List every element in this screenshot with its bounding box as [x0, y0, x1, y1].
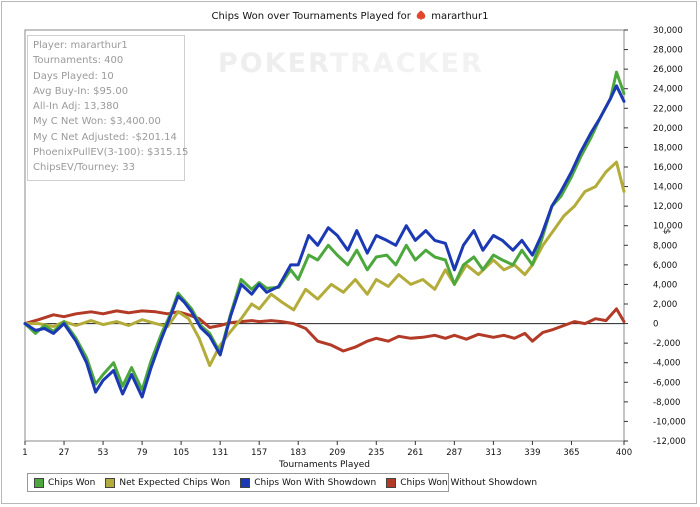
- y-tick-label: 10,000: [653, 222, 683, 232]
- y-tick-label: 30,000: [653, 26, 683, 36]
- pokertracker-logo-icon: [416, 10, 426, 20]
- x-tick-label: 365: [563, 448, 579, 458]
- stat-line: My C Net Won: $3,400.00: [33, 116, 161, 128]
- stat-line: All-In Adj: 13,380: [33, 101, 119, 113]
- y-tick-label: -2,000: [653, 339, 680, 349]
- y-tick-label: 26,000: [653, 65, 683, 75]
- x-tick-label: 27: [59, 448, 70, 458]
- y-tick-label: 16,000: [653, 163, 683, 173]
- y-tick-label: 0: [653, 320, 658, 330]
- y-tick-label: 28,000: [653, 46, 683, 56]
- stat-line: Player: mararthur1: [33, 40, 128, 51]
- x-tick-label: 313: [485, 448, 501, 458]
- chart-legend: Chips Won Net Expected Chips Won Chips W…: [27, 473, 537, 492]
- series-line-chips-won: [23, 70, 626, 392]
- series-line-chips-won-without-showdown: [23, 307, 626, 353]
- legend-item-net-expected[interactable]: Net Expected Chips Won: [105, 477, 231, 488]
- stat-line: Days Played: 10: [33, 70, 114, 82]
- legend-item-without-showdown[interactable]: Chips Won Without Showdown: [386, 477, 538, 488]
- x-tick-label: 183: [290, 448, 306, 458]
- legend-label: Chips Won Without Showdown: [400, 477, 538, 488]
- y-tick-label: 18,000: [653, 143, 683, 153]
- x-axis-label: Tournaments Played: [278, 460, 370, 470]
- x-tick-label: 1: [22, 448, 27, 458]
- y-tick-label: 4,000: [653, 280, 677, 290]
- stat-line: Avg Buy-In: $95.00: [33, 85, 129, 97]
- plot-area-border: [24, 29, 625, 442]
- y-tick-label: 8,000: [653, 241, 677, 251]
- stat-line: My C Net Adjusted: -$201.14: [33, 131, 177, 143]
- legend-item-chips-won[interactable]: Chips Won: [34, 477, 96, 488]
- series-line-chips-won-with-showdown: [23, 84, 626, 399]
- stats-box: Player: mararthur1 Tournaments: 400 Days…: [27, 35, 189, 181]
- x-tick-label: 235: [368, 448, 384, 458]
- legend-swatch: [386, 477, 397, 488]
- y-tick-label: -12,000: [653, 437, 686, 447]
- legend-swatch: [105, 477, 116, 488]
- x-tick-label: 400: [616, 448, 632, 458]
- legend-label: Chips Won With Showdown: [254, 477, 377, 488]
- x-tick-label: 261: [407, 448, 423, 458]
- stat-line: Tournaments: 400: [33, 55, 124, 67]
- x-tick-label: 339: [524, 448, 540, 458]
- y-axis-label: $: [661, 229, 671, 235]
- y-tick-label: -6,000: [653, 378, 680, 388]
- y-tick-label: 20,000: [653, 124, 683, 134]
- legend-swatch: [240, 477, 251, 488]
- chart-title: Chips Won over Tournaments Played for ma…: [0, 10, 700, 22]
- chart-title-text: Chips Won over Tournaments Played for: [211, 11, 411, 22]
- legend-label: Chips Won: [48, 477, 96, 488]
- watermark-left: POKER: [218, 48, 330, 79]
- y-tick-label: 2,000: [653, 300, 677, 310]
- y-tick-label: -10,000: [653, 417, 686, 427]
- chart-title-player: mararthur1: [431, 11, 489, 22]
- stat-line: ChipsEV/Tourney: 33: [33, 162, 135, 174]
- stat-line: PhoenixPullEV(3-100): $315.15: [33, 147, 189, 159]
- y-tick-label: 6,000: [653, 261, 677, 271]
- x-tick-label: 131: [212, 448, 228, 458]
- chart-plot: -12,000 -10,000 -8,000 -6,000 -4,000 -2,000 0 2…: [22, 26, 686, 470]
- y-tick-label: -4,000: [653, 359, 680, 369]
- x-tick-label: 79: [137, 448, 148, 458]
- legend-item-with-showdown[interactable]: Chips Won With Showdown: [240, 477, 377, 488]
- y-tick-label: -8,000: [653, 398, 680, 408]
- legend-swatch: [34, 477, 44, 488]
- y-tick-label: 14,000: [653, 183, 683, 193]
- legend-label: Net Expected Chips Won: [119, 477, 231, 488]
- watermark-right: TRACKER: [329, 48, 484, 79]
- x-tick-label: 157: [251, 448, 267, 458]
- x-tick-label: 209: [329, 448, 345, 458]
- y-tick-label: 22,000: [653, 104, 683, 114]
- pokertracker-watermark: POKERTRACKER: [218, 48, 484, 79]
- y-tick-label: 12,000: [653, 202, 683, 212]
- x-tick-label: 105: [173, 448, 189, 458]
- y-tick-label: 24,000: [653, 85, 683, 95]
- x-tick-label: 53: [98, 448, 109, 458]
- x-tick-label: 287: [446, 448, 462, 458]
